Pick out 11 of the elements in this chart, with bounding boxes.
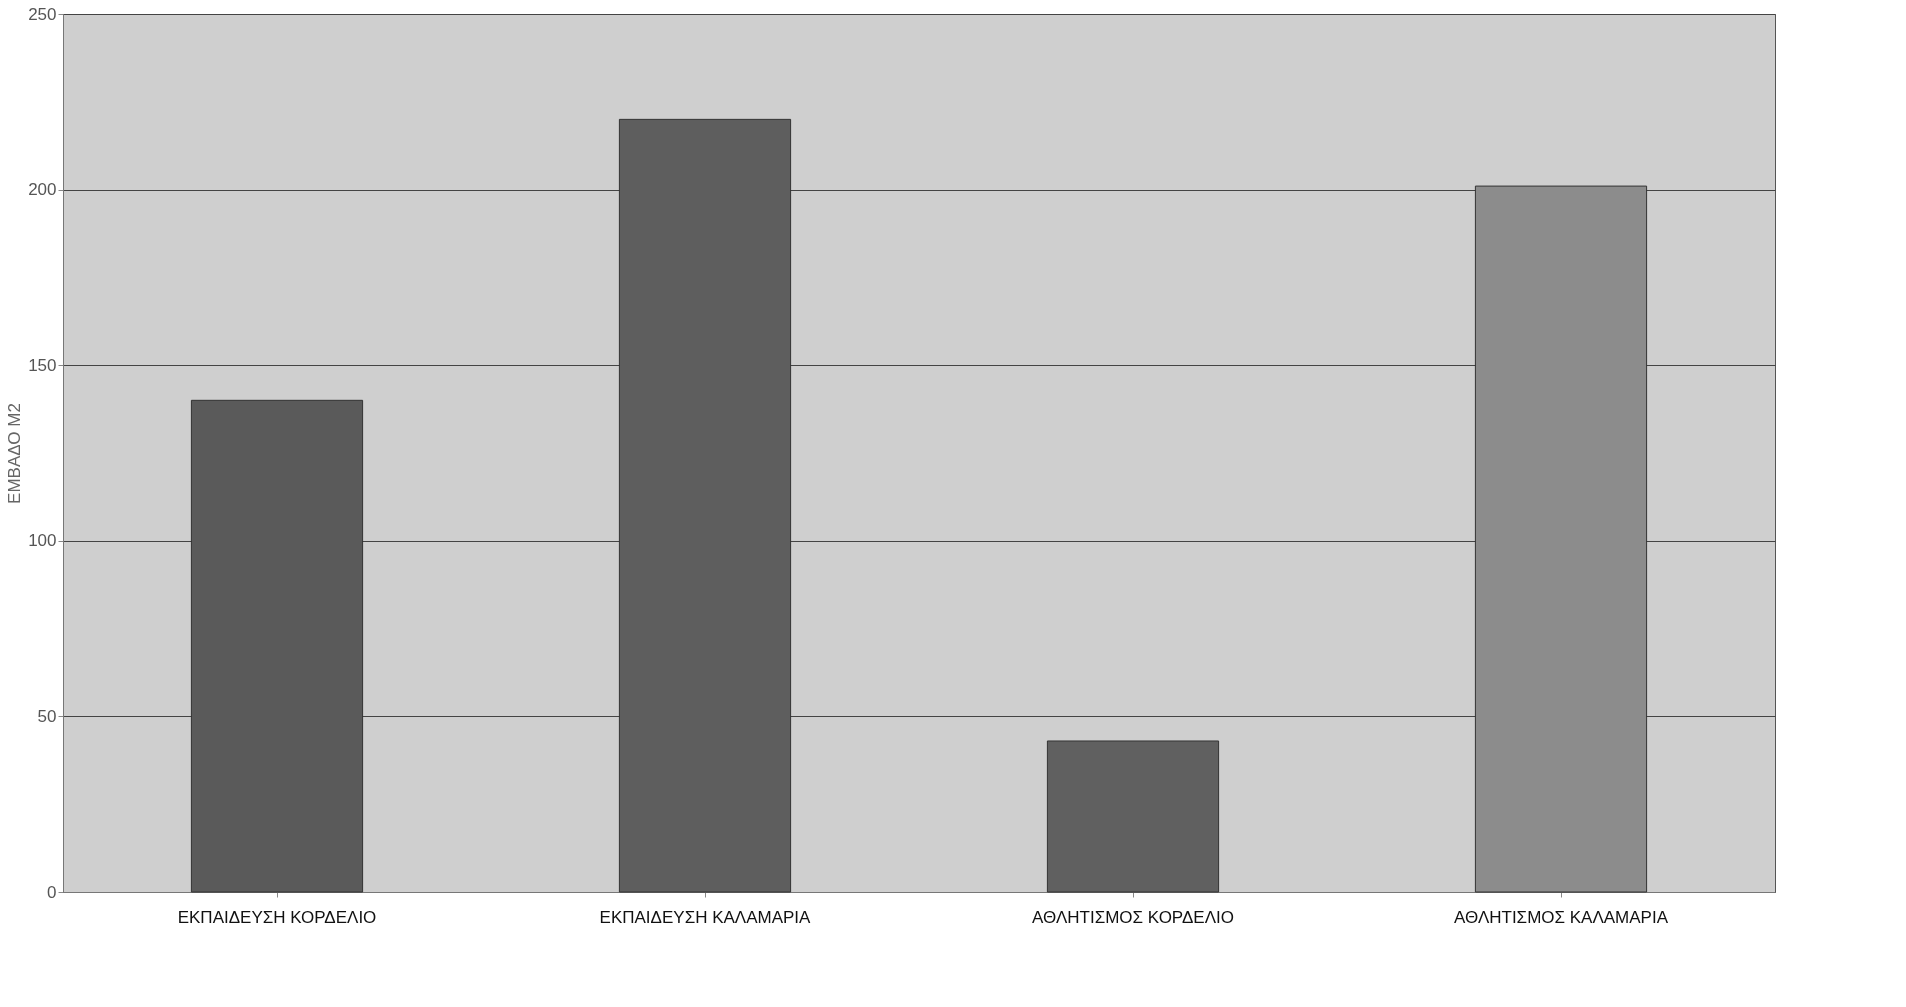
x-tick-label: ΕΚΠΑΙΔΕΥΣΗ ΚΟΡΔΕΛΙΟ <box>177 907 377 927</box>
x-tick-label: ΕΚΠΑΙΔΕΥΣΗ ΚΑΛΑΜΑΡΙΑ <box>599 907 812 927</box>
y-tick-label: 250 <box>28 4 57 24</box>
y-tick-label: 0 <box>47 882 57 902</box>
y-tick-label: 50 <box>37 706 57 726</box>
y-tick-label: 150 <box>28 355 57 375</box>
x-tick-label: ΑΘΛΗΤΙΣΜΟΣ ΚΑΛΑΜΑΡΙΑ <box>1453 907 1669 927</box>
x-tick-label: ΑΘΛΗΤΙΣΜΟΣ ΚΟΡΔΕΛΙΟ <box>1032 907 1234 927</box>
y-tick-label: 200 <box>28 180 57 200</box>
y-tick-label: 100 <box>28 531 57 551</box>
y-axis-title: ΕΜΒΑΔΟ Μ2 <box>5 403 25 504</box>
